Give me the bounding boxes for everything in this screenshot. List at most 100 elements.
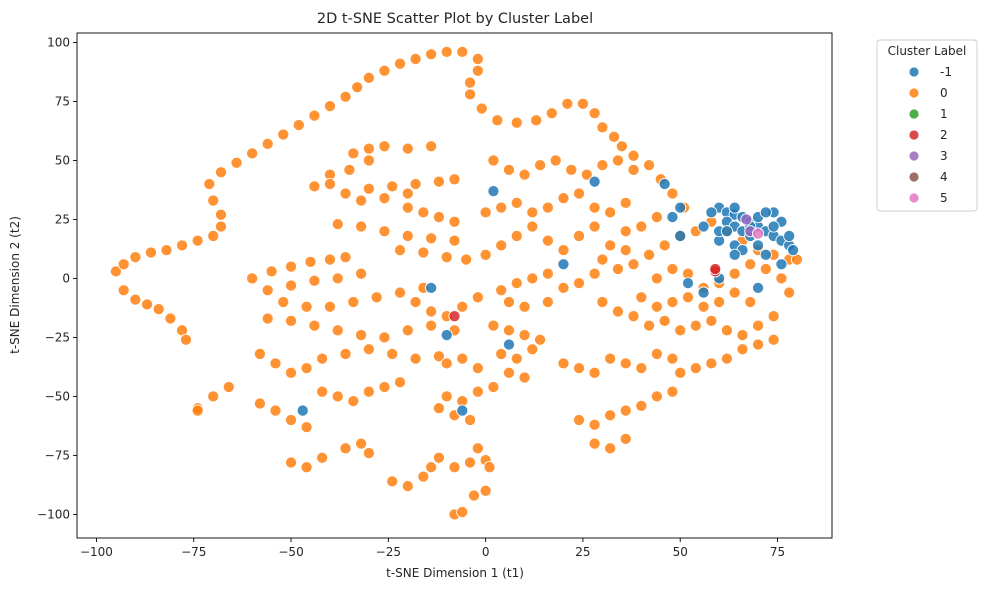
data-point-cluster-0 xyxy=(425,232,438,245)
x-tick-label: 75 xyxy=(770,545,785,559)
data-point-cluster-0 xyxy=(304,255,317,268)
data-point-cluster-0 xyxy=(456,352,469,365)
data-point-cluster-0 xyxy=(362,343,375,356)
x-axis-label: t-SNE Dimension 1 (t1) xyxy=(386,566,524,580)
data-point-cluster-0 xyxy=(557,357,570,370)
data-point-cluster-0 xyxy=(518,168,531,181)
data-point-cluster-0 xyxy=(608,130,621,143)
data-point-cluster--1 xyxy=(752,239,765,252)
data-point-cluster-0 xyxy=(689,319,702,332)
data-point-cluster-0 xyxy=(588,437,601,450)
data-point-cluster-0 xyxy=(471,291,484,304)
data-point-cluster-0 xyxy=(502,366,516,379)
data-point-cluster-0 xyxy=(565,163,578,176)
data-point-cluster-0 xyxy=(495,201,508,214)
data-point-cluster-0 xyxy=(744,295,757,309)
data-point-cluster--1 xyxy=(425,281,438,294)
data-point-cluster-0 xyxy=(627,258,640,271)
plot-frame xyxy=(76,32,833,539)
data-point-cluster-0 xyxy=(557,281,570,294)
legend-marker-3 xyxy=(908,150,920,162)
x-tick-label: −100 xyxy=(80,545,113,559)
data-point-cluster-0 xyxy=(588,201,601,214)
data-point-cluster-0 xyxy=(207,390,220,403)
data-point-cluster-0 xyxy=(530,114,543,127)
y-tick-label: −50 xyxy=(45,389,70,403)
data-point-cluster-0 xyxy=(378,380,391,394)
data-point-cluster-0 xyxy=(557,244,570,257)
data-point-cluster-0 xyxy=(502,324,516,337)
data-point-cluster-0 xyxy=(409,352,422,365)
data-point-cluster-0 xyxy=(386,347,399,360)
data-point-cluster-0 xyxy=(339,442,352,455)
x-tick-label: 50 xyxy=(673,545,688,559)
data-point-cluster-0 xyxy=(417,470,430,483)
data-point-cluster-0 xyxy=(300,461,313,474)
data-point-cluster-0 xyxy=(471,52,484,66)
data-point-cluster-0 xyxy=(191,404,204,417)
data-point-cluster-0 xyxy=(362,182,375,195)
data-point-cluster-0 xyxy=(246,272,259,285)
data-point-cluster-0 xyxy=(775,272,788,285)
legend-marker-2 xyxy=(908,129,920,141)
data-point-cluster-0 xyxy=(300,300,313,313)
data-point-cluster-0 xyxy=(448,234,461,247)
data-point-cluster-0 xyxy=(604,352,617,365)
data-point-cluster-0 xyxy=(666,295,679,309)
data-point-cluster-0 xyxy=(666,352,679,365)
data-point-cluster--1 xyxy=(759,248,772,261)
data-point-cluster-0 xyxy=(401,201,414,214)
data-point-cluster-0 xyxy=(526,272,539,285)
data-point-cluster--1 xyxy=(502,338,516,351)
data-point-cluster-0 xyxy=(269,357,282,370)
data-point-cluster-0 xyxy=(316,352,329,365)
data-point-cluster-0 xyxy=(261,312,274,325)
data-point-cluster-0 xyxy=(658,239,671,252)
data-point-cluster-0 xyxy=(378,192,391,205)
data-point-cluster-0 xyxy=(728,286,741,299)
x-tick-label: −25 xyxy=(376,545,401,559)
data-point-cluster--1 xyxy=(775,258,788,271)
data-point-cluster-0 xyxy=(495,239,508,252)
data-point-cluster-0 xyxy=(203,177,216,191)
data-point-cluster-0 xyxy=(269,404,282,417)
data-point-cluster-0 xyxy=(308,109,321,122)
data-point-cluster-0 xyxy=(572,229,586,242)
data-point-cluster-0 xyxy=(393,286,407,299)
data-point-cluster-0 xyxy=(331,324,344,337)
data-point-cluster-0 xyxy=(300,362,313,375)
data-point-cluster-0 xyxy=(265,265,278,278)
data-point-cluster-0 xyxy=(339,187,352,200)
data-point-cluster-0 xyxy=(705,314,718,327)
data-point-cluster-0 xyxy=(487,154,500,167)
legend-marker--1 xyxy=(908,66,920,78)
y-tick-label: 25 xyxy=(55,212,70,226)
data-point-cluster-0 xyxy=(615,140,628,153)
legend-box xyxy=(876,39,978,212)
data-point-cluster-0 xyxy=(650,272,663,285)
data-point-cluster-0 xyxy=(129,293,142,306)
data-point-cluster-0 xyxy=(323,300,337,313)
data-point-cluster-0 xyxy=(284,456,298,469)
data-point-cluster-0 xyxy=(152,303,165,316)
data-point-cluster-0 xyxy=(109,265,122,278)
data-point-cluster-0 xyxy=(284,260,298,273)
chart-title: 2D t-SNE Scatter Plot by Cluster Label xyxy=(317,11,593,27)
data-point-cluster--1 xyxy=(728,248,741,261)
data-point-cluster-0 xyxy=(378,140,391,153)
legend-entries: -1 0 1 2 3 4 5 xyxy=(908,65,952,205)
data-point-cluster-0 xyxy=(284,413,298,427)
data-point-cluster-0 xyxy=(432,451,445,464)
data-point-cluster--1 xyxy=(681,277,695,290)
data-point-cluster-0 xyxy=(502,295,516,309)
y-tick-label: 75 xyxy=(55,94,70,108)
data-point-cluster-0 xyxy=(604,206,617,219)
data-point-cluster-0 xyxy=(611,305,625,318)
data-point-cluster-0 xyxy=(689,362,702,375)
legend-marker-5 xyxy=(908,192,920,204)
data-point-cluster-0 xyxy=(479,206,492,219)
data-point-cluster-0 xyxy=(510,229,523,242)
data-point-cluster-0 xyxy=(464,456,477,469)
data-point-cluster-0 xyxy=(401,142,414,155)
